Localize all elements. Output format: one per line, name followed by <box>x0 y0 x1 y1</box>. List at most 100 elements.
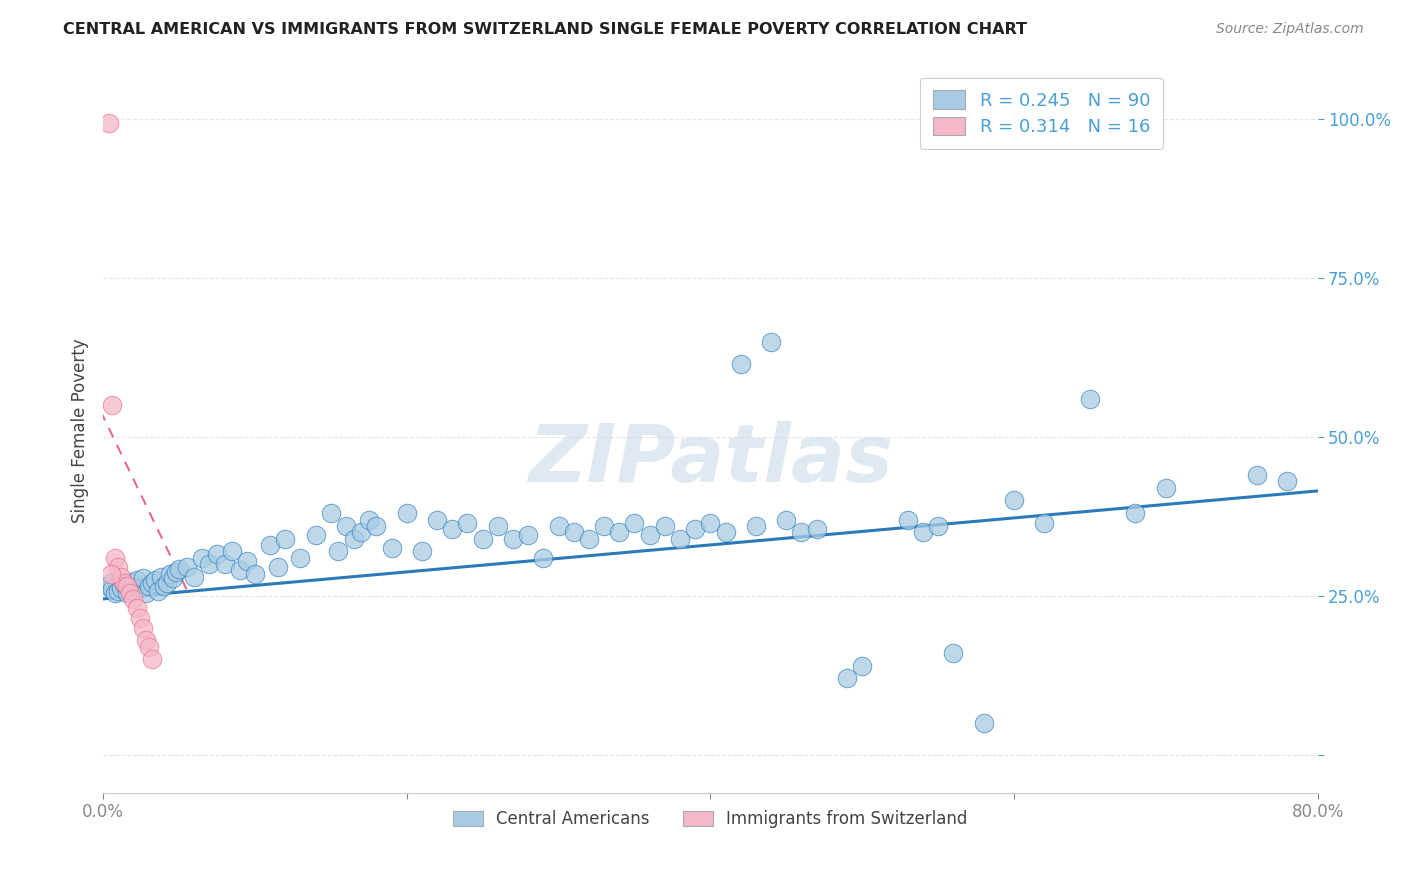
Point <box>117 579 139 593</box>
Point <box>110 581 132 595</box>
Point <box>669 532 692 546</box>
Point <box>305 528 328 542</box>
Point <box>775 512 797 526</box>
Point <box>183 570 205 584</box>
Point <box>411 544 433 558</box>
Point <box>714 525 737 540</box>
Point <box>1277 475 1299 489</box>
Point <box>104 550 127 565</box>
Point <box>547 519 569 533</box>
Point <box>98 115 121 129</box>
Point <box>380 541 402 555</box>
Point <box>125 573 148 587</box>
Point <box>162 571 184 585</box>
Point <box>1078 392 1101 406</box>
Point <box>426 512 449 526</box>
Point <box>107 583 129 598</box>
Point <box>486 519 509 533</box>
Point <box>683 522 706 536</box>
Point <box>112 576 135 591</box>
Point <box>502 532 524 546</box>
Point <box>198 557 221 571</box>
Point <box>578 532 600 546</box>
Point <box>135 585 157 599</box>
Point <box>97 579 120 593</box>
Point <box>120 585 142 599</box>
Point <box>229 563 252 577</box>
Text: ZIPatlas: ZIPatlas <box>527 420 893 499</box>
Point <box>290 550 312 565</box>
Point <box>366 519 388 533</box>
Point <box>927 519 949 533</box>
Point <box>531 550 554 565</box>
Point <box>117 585 139 599</box>
Point <box>638 528 661 542</box>
Point <box>335 519 357 533</box>
Point <box>343 532 366 546</box>
Point <box>350 525 373 540</box>
Point <box>607 525 630 540</box>
Text: Source: ZipAtlas.com: Source: ZipAtlas.com <box>1216 22 1364 37</box>
Point <box>274 532 297 546</box>
Point <box>149 570 172 584</box>
Point <box>141 652 163 666</box>
Point <box>973 715 995 730</box>
Point <box>122 583 145 598</box>
Point <box>745 519 768 533</box>
Point <box>759 334 782 349</box>
Point <box>221 544 243 558</box>
Point <box>395 506 418 520</box>
Point <box>167 562 190 576</box>
Y-axis label: Single Female Poverty: Single Female Poverty <box>72 338 89 523</box>
Point <box>471 532 494 546</box>
Point <box>456 516 478 530</box>
Point <box>790 525 813 540</box>
Point <box>851 658 873 673</box>
Point <box>517 528 540 542</box>
Point <box>131 571 153 585</box>
Point <box>131 620 153 634</box>
Point <box>138 640 160 654</box>
Point <box>159 566 181 581</box>
Point <box>107 560 129 574</box>
Point <box>135 633 157 648</box>
Point <box>156 576 179 591</box>
Point <box>205 548 228 562</box>
Point <box>153 579 176 593</box>
Point <box>104 585 127 599</box>
Point <box>125 601 148 615</box>
Point <box>100 566 122 581</box>
Point <box>1246 468 1268 483</box>
Legend: Central Americans, Immigrants from Switzerland: Central Americans, Immigrants from Switz… <box>446 804 974 835</box>
Point <box>100 576 122 591</box>
Point <box>138 579 160 593</box>
Point <box>942 646 965 660</box>
Point <box>128 581 150 595</box>
Point <box>101 582 124 597</box>
Point <box>357 512 380 526</box>
Point <box>623 516 645 530</box>
Point <box>128 611 150 625</box>
Point <box>897 512 920 526</box>
Point <box>267 560 290 574</box>
Point <box>243 566 266 581</box>
Point <box>319 506 342 520</box>
Point <box>122 591 145 606</box>
Point <box>593 519 616 533</box>
Point <box>328 544 350 558</box>
Point <box>806 522 828 536</box>
Point <box>562 525 585 540</box>
Point <box>654 519 676 533</box>
Point <box>191 550 214 565</box>
Point <box>112 577 135 591</box>
Point <box>141 576 163 591</box>
Point <box>835 671 858 685</box>
Point <box>236 554 259 568</box>
Point <box>101 398 124 412</box>
Text: CENTRAL AMERICAN VS IMMIGRANTS FROM SWITZERLAND SINGLE FEMALE POVERTY CORRELATIO: CENTRAL AMERICAN VS IMMIGRANTS FROM SWIT… <box>63 22 1028 37</box>
Point <box>1002 493 1025 508</box>
Point <box>730 357 752 371</box>
Point <box>1033 516 1056 530</box>
Point <box>441 522 464 536</box>
Point <box>176 560 198 574</box>
